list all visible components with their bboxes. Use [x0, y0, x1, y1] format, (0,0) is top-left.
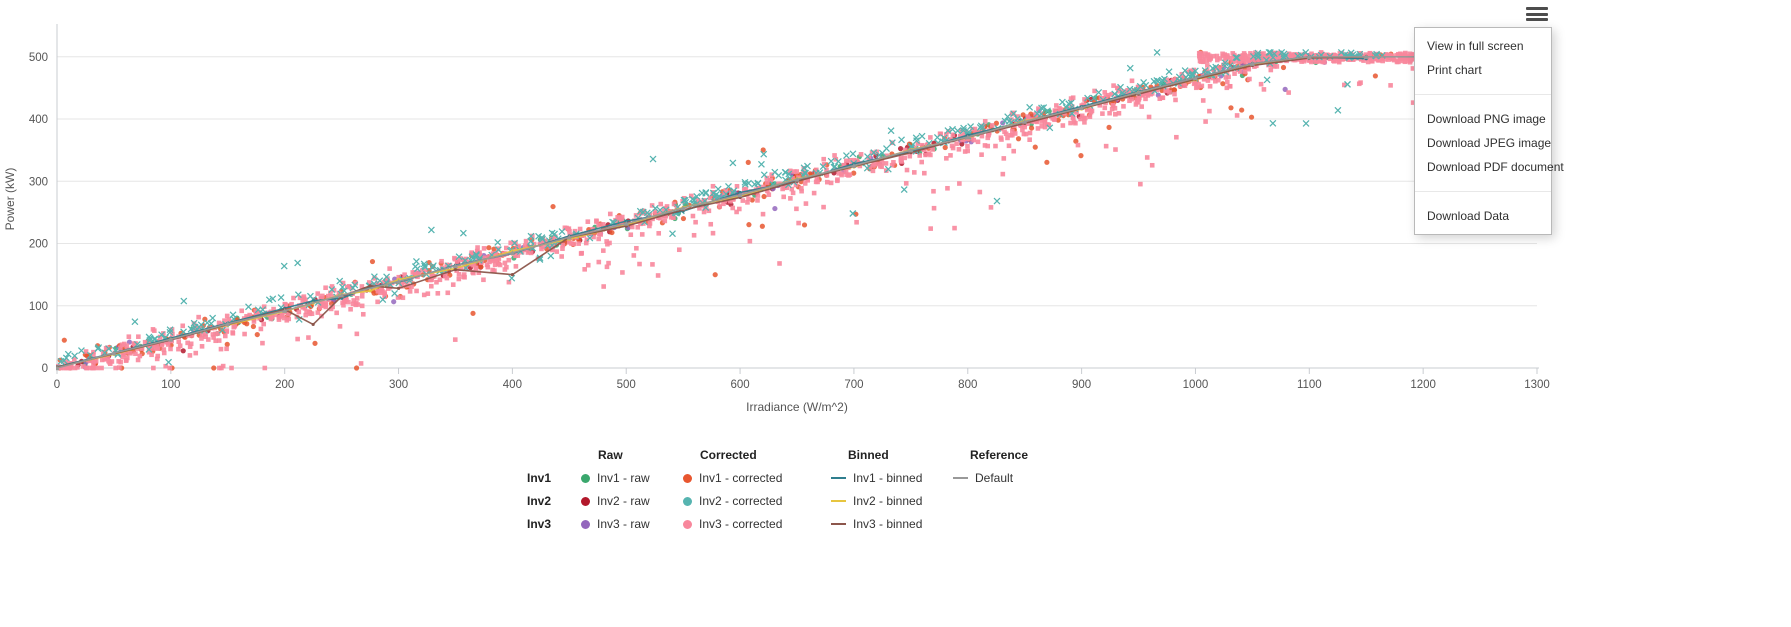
legend-item-label: Inv1 - raw	[597, 471, 650, 485]
legend-dot-marker	[581, 519, 590, 529]
legend-item-inv2-corrected[interactable]: Inv2 - corrected	[683, 494, 831, 508]
legend-cell: Inv3 - raw	[581, 517, 683, 531]
legend-header-binned: Binned	[848, 448, 889, 462]
legend-cell: Default	[953, 471, 1049, 485]
series-inv1-corrected	[57, 49, 1394, 371]
legend-header-reference: Reference	[970, 448, 1029, 462]
legend-cell: Inv2 - corrected	[683, 494, 831, 508]
x-tick-label: 700	[844, 379, 863, 391]
legend-line-marker	[831, 523, 846, 525]
menu-divider	[1415, 191, 1551, 192]
legend-item-inv3-corrected[interactable]: Inv3 - corrected	[683, 517, 831, 531]
legend-dot-marker	[581, 473, 590, 483]
chart-context-menu-button[interactable]	[1526, 6, 1548, 22]
legend-cell: Inv1 - corrected	[683, 471, 831, 485]
legend-dot-marker	[683, 519, 692, 529]
series-inv3-corrected	[56, 50, 1534, 371]
x-tick-label: 600	[730, 379, 749, 391]
x-tick-label: 1200	[1410, 379, 1436, 391]
legend-item-label: Default	[975, 471, 1014, 485]
hamburger-bar	[1526, 7, 1548, 10]
x-axis-title: Irradiance (W/m^2)	[746, 400, 848, 414]
legend-cell: Inv1 - binned	[831, 471, 953, 485]
hamburger-bar	[1526, 18, 1548, 21]
y-tick-label: 400	[29, 114, 48, 126]
chart-export-menu: View in full screen Print chart Download P…	[1414, 27, 1564, 235]
legend-item-label: Inv1 - binned	[853, 471, 923, 485]
menu-item-download-pdf-document[interactable]: Download PDF document	[1427, 160, 1564, 174]
x-tick-label: 300	[389, 379, 408, 391]
y-tick-label: 300	[29, 176, 48, 188]
legend-item-inv2-binned[interactable]: Inv2 - binned	[831, 494, 953, 508]
menu-item-view-in-full-screen[interactable]: View in full screen	[1427, 39, 1524, 53]
scatter-chart: 0 100 200 300 400 500 0 100 200 300 400 500 600 700 80…	[3, 24, 1550, 414]
x-axis-tick-labels: 0 100 200 300 400 500 600 700 800 900 1000 1100 1200…	[54, 368, 1550, 391]
x-tick-label: 500	[617, 379, 636, 391]
legend-line-marker	[831, 500, 846, 502]
y-tick-label: 100	[29, 301, 48, 313]
x-tick-label: 1100	[1297, 379, 1322, 391]
y-axis-title: Power (kW)	[3, 168, 17, 231]
legend-line-marker	[953, 477, 968, 479]
y-tick-label: 200	[29, 239, 48, 251]
legend-item-inv3-binned[interactable]: Inv3 - binned	[831, 517, 953, 531]
series-default	[56, 54, 1540, 371]
chart-legend: Raw Corrected Binned Reference Inv1 Inv1 - ra…	[527, 448, 1049, 531]
y-axis-tick-labels: 0 100 200 300 400 500	[29, 52, 48, 375]
x-tick-label: 0	[54, 379, 60, 391]
legend-cell: Inv3 - binned	[831, 517, 953, 531]
series-area	[56, 48, 1540, 371]
x-tick-label: 800	[958, 379, 977, 391]
legend-cell: Inv2 - binned	[831, 494, 953, 508]
menu-item-download-data[interactable]: Download Data	[1427, 209, 1510, 223]
legend-item-inv1-binned[interactable]: Inv1 - binned	[831, 471, 953, 485]
legend-cell: Inv1 - raw	[581, 471, 683, 485]
x-tick-label: 1000	[1183, 379, 1209, 391]
legend-row-label-inv1: Inv1	[527, 471, 552, 485]
x-tick-label: 900	[1072, 379, 1091, 391]
legend-item-label: Inv2 - binned	[853, 494, 923, 508]
x-tick-label: 400	[503, 379, 522, 391]
legend-header-corrected: Corrected	[700, 448, 757, 462]
legend-row-label-inv3: Inv3	[527, 517, 552, 531]
legend-cell: Inv3 - corrected	[683, 517, 831, 531]
legend-item-label: Inv3 - corrected	[699, 517, 783, 531]
legend-dot-marker	[581, 496, 590, 506]
legend-item-inv1-corrected[interactable]: Inv1 - corrected	[683, 471, 831, 485]
menu-item-print-chart[interactable]: Print chart	[1427, 63, 1482, 77]
hamburger-bar	[1526, 12, 1548, 16]
x-tick-label: 1300	[1524, 379, 1550, 391]
legend-item-label: Inv3 - binned	[853, 517, 923, 531]
legend-header-raw: Raw	[598, 448, 623, 462]
legend-item-label: Inv3 - raw	[597, 517, 650, 531]
legend-line-marker	[831, 477, 846, 479]
legend-item-label: Inv2 - corrected	[699, 494, 783, 508]
legend-row-label-inv2: Inv2	[527, 494, 552, 508]
legend-item-inv1-raw[interactable]: Inv1 - raw	[581, 471, 683, 485]
x-tick-label: 100	[161, 379, 180, 391]
axes	[56, 24, 1539, 369]
legend-dot-marker	[683, 496, 692, 506]
y-tick-label: 500	[29, 52, 48, 64]
legend-item-label: Inv1 - corrected	[699, 471, 783, 485]
menu-divider	[1415, 94, 1551, 95]
legend-item-default[interactable]: Default	[953, 471, 1049, 485]
legend-cell: Inv2 - raw	[581, 494, 683, 508]
y-tick-label: 0	[42, 363, 48, 375]
legend-item-inv2-raw[interactable]: Inv2 - raw	[581, 494, 683, 508]
legend-item-label: Inv2 - raw	[597, 494, 650, 508]
legend-item-inv3-raw[interactable]: Inv3 - raw	[581, 517, 683, 531]
x-tick-label: 200	[275, 379, 294, 391]
menu-item-download-png-image[interactable]: Download PNG image	[1427, 112, 1546, 126]
legend-dot-marker	[683, 473, 692, 483]
menu-item-download-jpeg-image[interactable]: Download JPEG image	[1427, 136, 1552, 150]
